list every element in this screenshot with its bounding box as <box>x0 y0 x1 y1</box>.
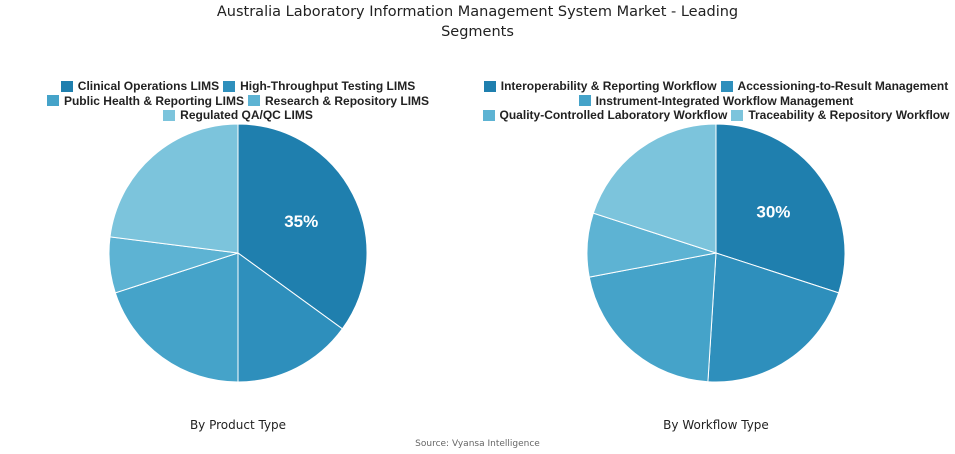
source-note: Source: Vyansa Intelligence <box>415 439 540 449</box>
legend-item: Research & Repository LIMS <box>247 93 430 108</box>
title-line-2: Segments <box>441 24 514 40</box>
legend-row: Quality-Controlled Laboratory Workflow Tr… <box>482 108 949 123</box>
legend-label: Regulated QA/QC LIMS <box>180 108 313 123</box>
pie-slice <box>237 252 344 383</box>
pie-slice <box>715 123 846 294</box>
legend-item: Regulated QA/QC LIMS <box>163 108 313 122</box>
legend-label: Instrument-Integrated Workflow Managemen… <box>595 93 854 108</box>
legend-item: High-Throughput Testing LIMS <box>223 79 415 93</box>
legend-product-type: Clinical Operations LIMS High-Throughput … <box>8 79 468 123</box>
legend-swatch <box>163 109 176 121</box>
subtitle-product-type: By Product Type <box>189 418 287 432</box>
legend-item: Clinical Operations LIMS <box>60 79 220 94</box>
legend-item: Quality-Controlled Laboratory Workflow <box>482 108 728 123</box>
legend-swatch <box>60 80 73 92</box>
data-label: 35% <box>284 212 318 231</box>
pie-slice <box>237 123 368 330</box>
legend-label: Interoperability & Reporting Workflow <box>500 79 717 94</box>
legend-item: Accessioning-to-Result Management <box>720 79 949 94</box>
legend-row: Public Health & Reporting LIMS Research &… <box>8 94 468 109</box>
legend-label: Quality-Controlled Laboratory Workflow <box>499 108 728 123</box>
legend-item: Interoperability & Reporting Workflow <box>483 79 717 94</box>
legend-workflow-type: Interoperability & Reporting Workflow Acc… <box>482 79 949 123</box>
legend-swatch <box>482 109 495 121</box>
legend-row: Clinical Operations LIMS High-Throughput … <box>8 79 468 94</box>
chart-title: Australia Laboratory Information Managem… <box>0 2 955 42</box>
legend-item: Instrument-Integrated Workflow Managemen… <box>578 93 854 108</box>
pie-slice <box>114 252 239 383</box>
legend-row: Interoperability & Reporting Workflow Acc… <box>483 79 949 94</box>
legend-label: Public Health & Reporting LIMS <box>63 93 244 108</box>
legend-row: Instrument-Integrated Workflow Managemen… <box>486 94 946 109</box>
legend-item: Traceability & Repository Workflow <box>731 108 949 122</box>
pie-slice <box>592 123 717 254</box>
legend-swatch <box>731 109 744 121</box>
data-label: 30% <box>756 202 790 221</box>
pie-slice <box>588 252 717 383</box>
legend-label: Research & Repository LIMS <box>264 93 430 108</box>
pie-slice <box>707 252 840 383</box>
pie-slice <box>109 123 239 254</box>
legend-label: Accessioning-to-Result Management <box>737 79 949 94</box>
legend-swatch <box>247 95 260 107</box>
legend-swatch <box>578 95 591 107</box>
legend-swatch <box>223 80 236 92</box>
legend-swatch <box>720 80 733 92</box>
legend-label: High-Throughput Testing LIMS <box>240 79 416 94</box>
legend-label: Clinical Operations LIMS <box>77 79 220 94</box>
legend-swatch <box>46 95 59 107</box>
title-line-1: Australia Laboratory Information Managem… <box>216 4 739 20</box>
legend-swatch <box>483 80 496 92</box>
legend-row: Regulated QA/QC LIMS <box>8 108 468 123</box>
legend-label: Traceability & Repository Workflow <box>748 108 950 123</box>
subtitle-workflow-type: By Workflow Type <box>663 418 769 432</box>
legend-item: Public Health & Reporting LIMS <box>46 93 244 108</box>
